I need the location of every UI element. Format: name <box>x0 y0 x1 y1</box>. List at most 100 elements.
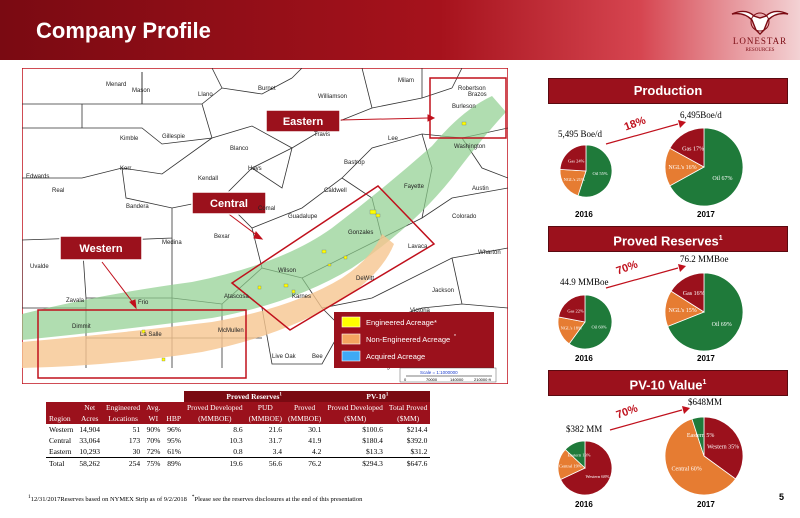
table-header-0: Region <box>49 414 71 423</box>
scale-tick-1: 70000 <box>426 377 438 382</box>
table-header-top-8: Proved Developed <box>327 403 383 412</box>
production-2016-slice-2 <box>559 144 587 172</box>
pv10-2017-pie: Western 35% Central 60% Eastern 5% <box>664 416 744 496</box>
footnote-sup-2: * <box>191 494 195 500</box>
table-header-top-3: Avg. <box>146 403 161 412</box>
table-cell: 14,904 <box>79 425 101 434</box>
county-label-lavaca: Lavaca <box>408 244 428 250</box>
county-label-bastrop: Bastrop <box>344 160 365 166</box>
production-2017-slice-label-0: Oil 67% <box>712 176 732 182</box>
table-header-top-7: Proved <box>294 403 316 412</box>
pv10-2017-slice-label-2: Eastern 5% <box>687 433 715 439</box>
table-cell: 75% <box>146 459 161 468</box>
reserves-title-sup: 1 <box>718 235 723 242</box>
table-header-top-6: PUD <box>257 403 273 412</box>
reserves-2017-value: 76.2 MMBoe <box>680 254 729 264</box>
logo-subtitle: RESOURCES <box>745 48 775 53</box>
reserves-banner: Proved Reserves1 <box>548 226 788 252</box>
county-label-brazos: Brazos <box>468 92 487 98</box>
table-header-top-9: Total Proved <box>388 403 428 412</box>
production-2017-pie: Oil 67% NGL's 16% Gas 17% <box>664 127 744 207</box>
table-cell: $180.4 <box>362 436 383 445</box>
reserves-2017-slice-0 <box>667 272 744 352</box>
table-cell: 56.6 <box>268 459 282 468</box>
footnote-sup-1: 1 <box>28 494 31 500</box>
production-title: Production <box>633 83 703 98</box>
table-header-1: Acres <box>80 414 99 423</box>
table-cell: 41.9 <box>308 436 322 445</box>
table-cell: 3.4 <box>272 447 282 456</box>
western-region-outline <box>37 309 247 379</box>
table-cell: 51 <box>132 425 141 434</box>
county-label-bee: Bee <box>312 354 323 360</box>
table-group-pv10: PV-101 <box>324 391 431 402</box>
table-header-5: (MMBOE) <box>198 414 232 423</box>
engineered-acreage-dots <box>141 121 467 362</box>
table-cell: Central <box>49 436 72 445</box>
header-bar: Company Profile <box>0 0 800 60</box>
county-label-bandera: Bandera <box>126 204 149 210</box>
table-row: Eastern 10,293 30 72% 61% 0.8 3.4 4.2 $13.3 $31.2 <box>46 446 430 458</box>
reserves-2016-pie: Oil 60% NGL's 18% Gas 22% <box>557 294 613 350</box>
production-2017-slice-0 <box>669 127 744 207</box>
page-title: Company Profile <box>36 18 211 43</box>
county-label-williamson: Williamson <box>318 94 347 100</box>
county-label-burnet: Burnet <box>258 86 276 92</box>
footnote: 112/31/2017Reserves based on NYMEX Strip… <box>28 494 362 503</box>
table-cell: 33,064 <box>79 436 101 445</box>
scale-tick-2: 140000 <box>450 377 464 382</box>
table-body: Western 14,904 51 90% 96% 8.6 21.6 30.1 $100.6 $2… <box>46 424 431 470</box>
table-cell: Eastern <box>49 447 72 456</box>
table-header-4: HBP <box>166 414 182 423</box>
reserves-2016-slice-label-2: Gas 22% <box>567 309 584 314</box>
production-2016-slice-label-0: Oil 55% <box>593 171 608 176</box>
western-label-box <box>59 235 143 261</box>
production-2016-slice-0 <box>577 144 613 198</box>
table-header-7: (MMBOE) <box>287 414 322 423</box>
table-row: Total 58,262 254 75% 89% 19.6 56.6 76.2 $294.3 $6… <box>46 457 431 470</box>
reserves-2016-slice-label-0: Oil 60% <box>592 325 607 330</box>
table-group-reserves: Proved Reserves1 <box>184 391 325 402</box>
region-summary-table: Proved Reserves1 PV-101 Net Engineered Avg… <box>46 391 431 470</box>
company-logo: LONESTAR RESOURCES <box>728 6 792 56</box>
table-group-reserves-sup: 1 <box>279 392 282 398</box>
eastern-label: Eastern <box>283 116 324 128</box>
table-cell: Total <box>49 459 65 468</box>
reserves-2016-slice-label-1: NGL's 18% <box>561 325 582 330</box>
central-label-box <box>191 191 267 215</box>
production-2017-value: 6,495Boe/d <box>680 110 722 120</box>
table-row: Western 14,904 51 90% 96% 8.6 21.6 30.1 $100.6 $2… <box>46 424 430 435</box>
county-labels: Menard Mason Llano Burnet Williamson Milam Rob… <box>26 78 501 370</box>
county-label-mcmullen: McMullen <box>218 328 244 334</box>
table-header-top-4 <box>163 402 184 413</box>
table-header-3: WI <box>148 414 159 423</box>
legend-swatch-non-engineered <box>341 333 361 345</box>
county-label-zavala: Zavala <box>66 298 85 304</box>
table-cell: 8.6 <box>233 425 243 434</box>
table-group-header-row: Proved Reserves1 PV-101 <box>46 391 431 402</box>
pv10-2017-year: 2017 <box>697 500 715 509</box>
scale-label: Scale = 1:1000000 <box>420 370 458 375</box>
table-row: Central 33,064 173 70% 95% 10.3 31.7 41.9 $180.4… <box>46 435 430 446</box>
county-label-wilson: Wilson <box>278 268 296 274</box>
legend-engineered: Engineered Acreage* <box>366 318 437 327</box>
reserves-2016-slice-0 <box>568 294 613 350</box>
table-header-8: ($MM) <box>344 414 367 423</box>
pv10-2017-slice-label-1: Central 60% <box>672 467 702 473</box>
production-2017-slice-label-2: Gas 17% <box>682 147 704 153</box>
table-group-reserves-label: Proved Reserves <box>226 392 280 401</box>
table-cell: 10,293 <box>79 447 101 456</box>
central-label: Central <box>210 198 248 210</box>
pv10-title: PV-10 Value <box>629 377 703 393</box>
county-label-edwards: Edwards <box>26 174 49 180</box>
acreage-map: Eastern Central Western Menard Mason Llano… <box>22 68 508 384</box>
pv10-growth-arrow <box>609 406 690 431</box>
production-2017-year: 2017 <box>697 210 715 219</box>
county-label-hays: Hays <box>248 166 262 172</box>
table-cell: 96% <box>167 425 182 434</box>
western-label: Western <box>79 243 122 255</box>
table-cell: $100.6 <box>362 425 383 434</box>
scale-tick-3: 210000 ft <box>474 377 492 382</box>
county-label-robertson: Robertson <box>458 86 486 92</box>
reserves-2017-slice-label-2: Gas 16% <box>683 291 705 297</box>
